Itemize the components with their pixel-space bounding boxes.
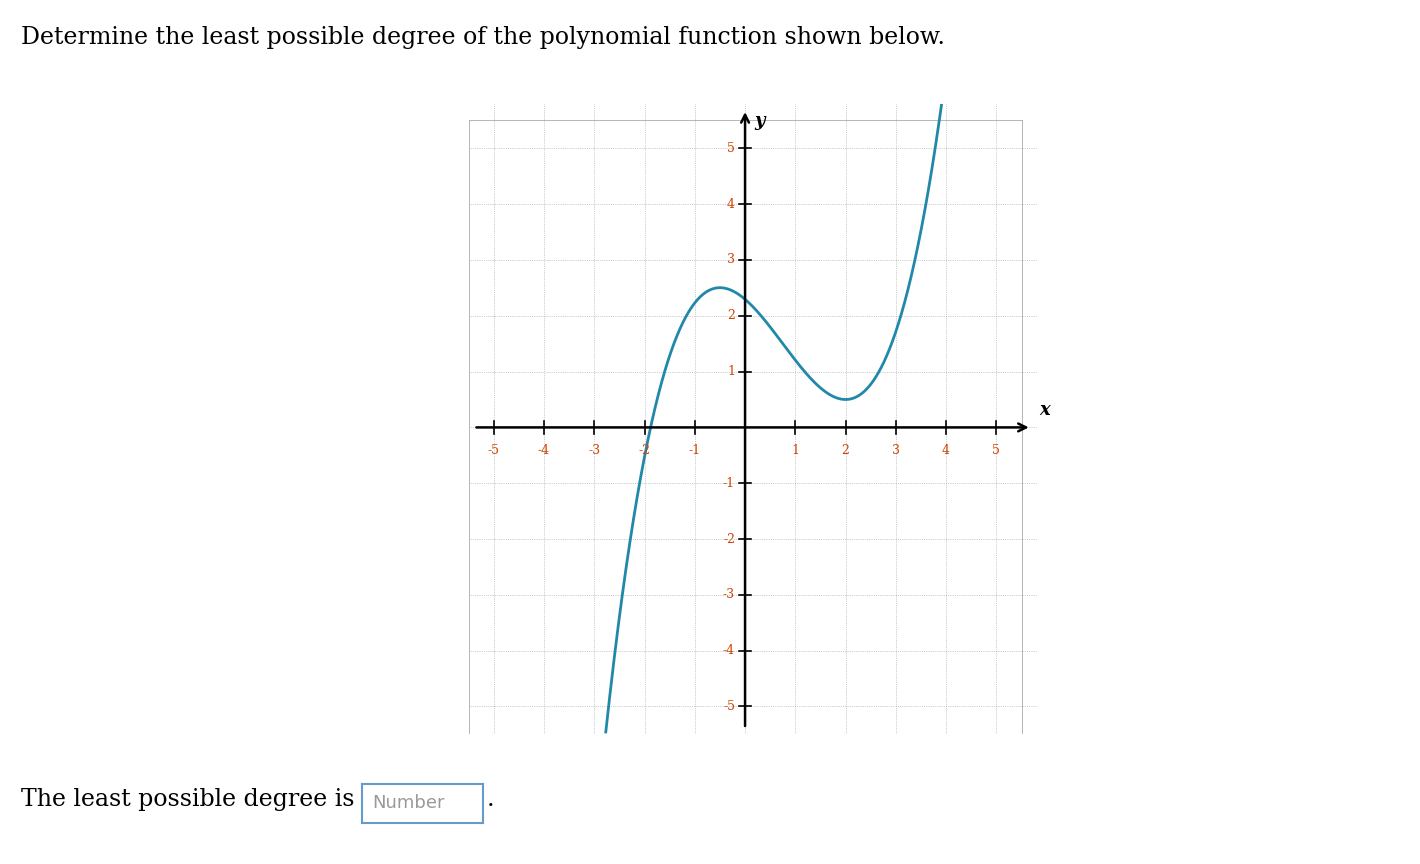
Text: -5: -5 bbox=[487, 444, 500, 457]
Text: y: y bbox=[754, 112, 764, 130]
Text: -4: -4 bbox=[538, 444, 550, 457]
Text: 4: 4 bbox=[727, 198, 736, 211]
Text: Number: Number bbox=[372, 794, 444, 812]
Text: 3: 3 bbox=[727, 253, 736, 266]
Text: 5: 5 bbox=[727, 142, 736, 155]
Text: -2: -2 bbox=[723, 532, 736, 545]
Text: 1: 1 bbox=[791, 444, 799, 457]
Text: The least possible degree is: The least possible degree is bbox=[21, 788, 355, 810]
Text: -3: -3 bbox=[588, 444, 601, 457]
Text: Determine the least possible degree of the polynomial function shown below.: Determine the least possible degree of t… bbox=[21, 26, 946, 49]
Text: -1: -1 bbox=[723, 477, 736, 490]
Text: 2: 2 bbox=[842, 444, 849, 457]
Text: 1: 1 bbox=[727, 365, 736, 378]
Text: -2: -2 bbox=[639, 444, 650, 457]
Text: -3: -3 bbox=[723, 588, 736, 601]
Text: 2: 2 bbox=[727, 309, 736, 322]
Text: -4: -4 bbox=[723, 645, 736, 658]
Text: .: . bbox=[487, 788, 494, 810]
Text: 4: 4 bbox=[941, 444, 950, 457]
Text: x: x bbox=[1039, 401, 1049, 419]
Text: 3: 3 bbox=[892, 444, 900, 457]
Text: -1: -1 bbox=[689, 444, 701, 457]
Text: 5: 5 bbox=[993, 444, 1000, 457]
Text: -5: -5 bbox=[723, 700, 736, 713]
